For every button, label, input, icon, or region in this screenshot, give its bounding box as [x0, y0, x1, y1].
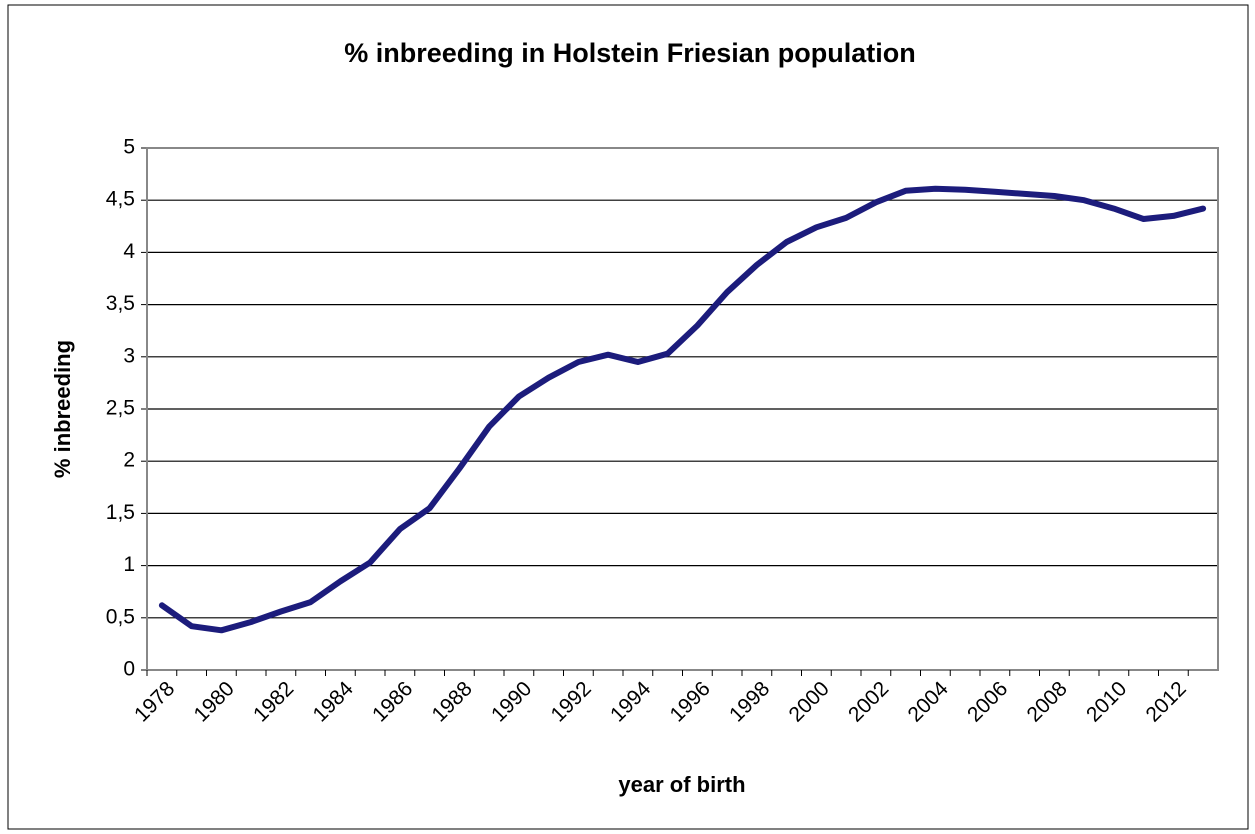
y-tick-label: 4 — [123, 240, 135, 263]
y-tick-label: 3 — [123, 344, 135, 367]
y-tick-label: 1,5 — [106, 501, 135, 524]
y-tick-label: 0,5 — [106, 605, 135, 628]
y-tick-label: 0 — [123, 658, 135, 681]
chart-title: % inbreeding in Holstein Friesian popula… — [344, 38, 916, 68]
y-tick-label: 3,5 — [106, 292, 135, 315]
x-axis-label: year of birth — [618, 772, 745, 797]
y-tick-label: 5 — [123, 136, 135, 159]
y-tick-label: 1 — [123, 553, 135, 576]
y-axis-label: % inbreeding — [50, 340, 75, 478]
y-tick-label: 2 — [123, 449, 135, 472]
chart-frame — [7, 4, 1249, 830]
y-tick-label: 4,5 — [106, 188, 135, 211]
data-line — [158, 185, 1207, 634]
y-tick-label: 2,5 — [106, 397, 135, 420]
